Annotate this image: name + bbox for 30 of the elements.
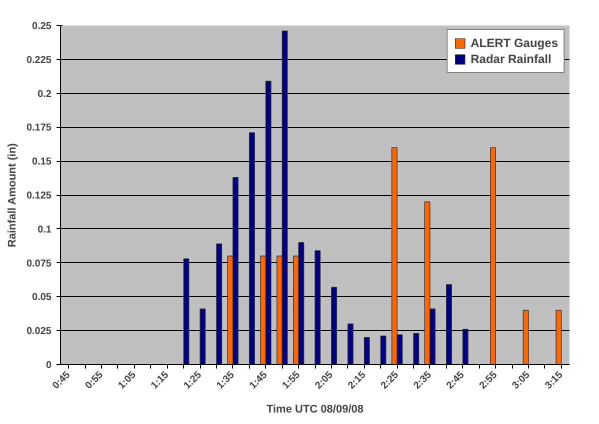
bar — [200, 308, 206, 364]
y-tick-label: 0.15 — [32, 156, 52, 168]
bar — [446, 284, 452, 364]
bar — [314, 250, 321, 364]
y-tick-label: 0.075 — [26, 258, 52, 270]
y-tick-label: 0.2 — [38, 88, 52, 100]
x-axis-title: Time UTC 08/09/08 — [266, 403, 364, 416]
bar — [380, 336, 386, 364]
bar — [556, 310, 562, 364]
bar — [490, 147, 496, 364]
bar — [331, 286, 338, 364]
bar — [248, 132, 255, 364]
legend-label: Radar Rainfall — [470, 52, 552, 66]
bar — [183, 258, 190, 364]
y-tick-label: 0.05 — [32, 292, 52, 304]
y-tick-label: 0.125 — [26, 190, 52, 202]
y-tick-label: 0.175 — [26, 122, 52, 134]
y-tick-label: 0.225 — [26, 54, 52, 66]
y-tick-label: 0.025 — [26, 326, 52, 338]
y-tick-label: 0 — [46, 360, 52, 371]
bar — [216, 243, 222, 364]
bar — [462, 328, 468, 364]
bar — [347, 323, 354, 364]
y-axis-title: Rainfall Amount (in) — [6, 142, 18, 248]
y-tick-label: 0.1 — [38, 224, 52, 236]
y-tick-label: 0.25 — [32, 21, 52, 32]
bar — [364, 337, 370, 364]
legend-label: ALERT Gauges — [470, 36, 558, 50]
bar — [413, 332, 420, 364]
bar — [522, 310, 529, 364]
